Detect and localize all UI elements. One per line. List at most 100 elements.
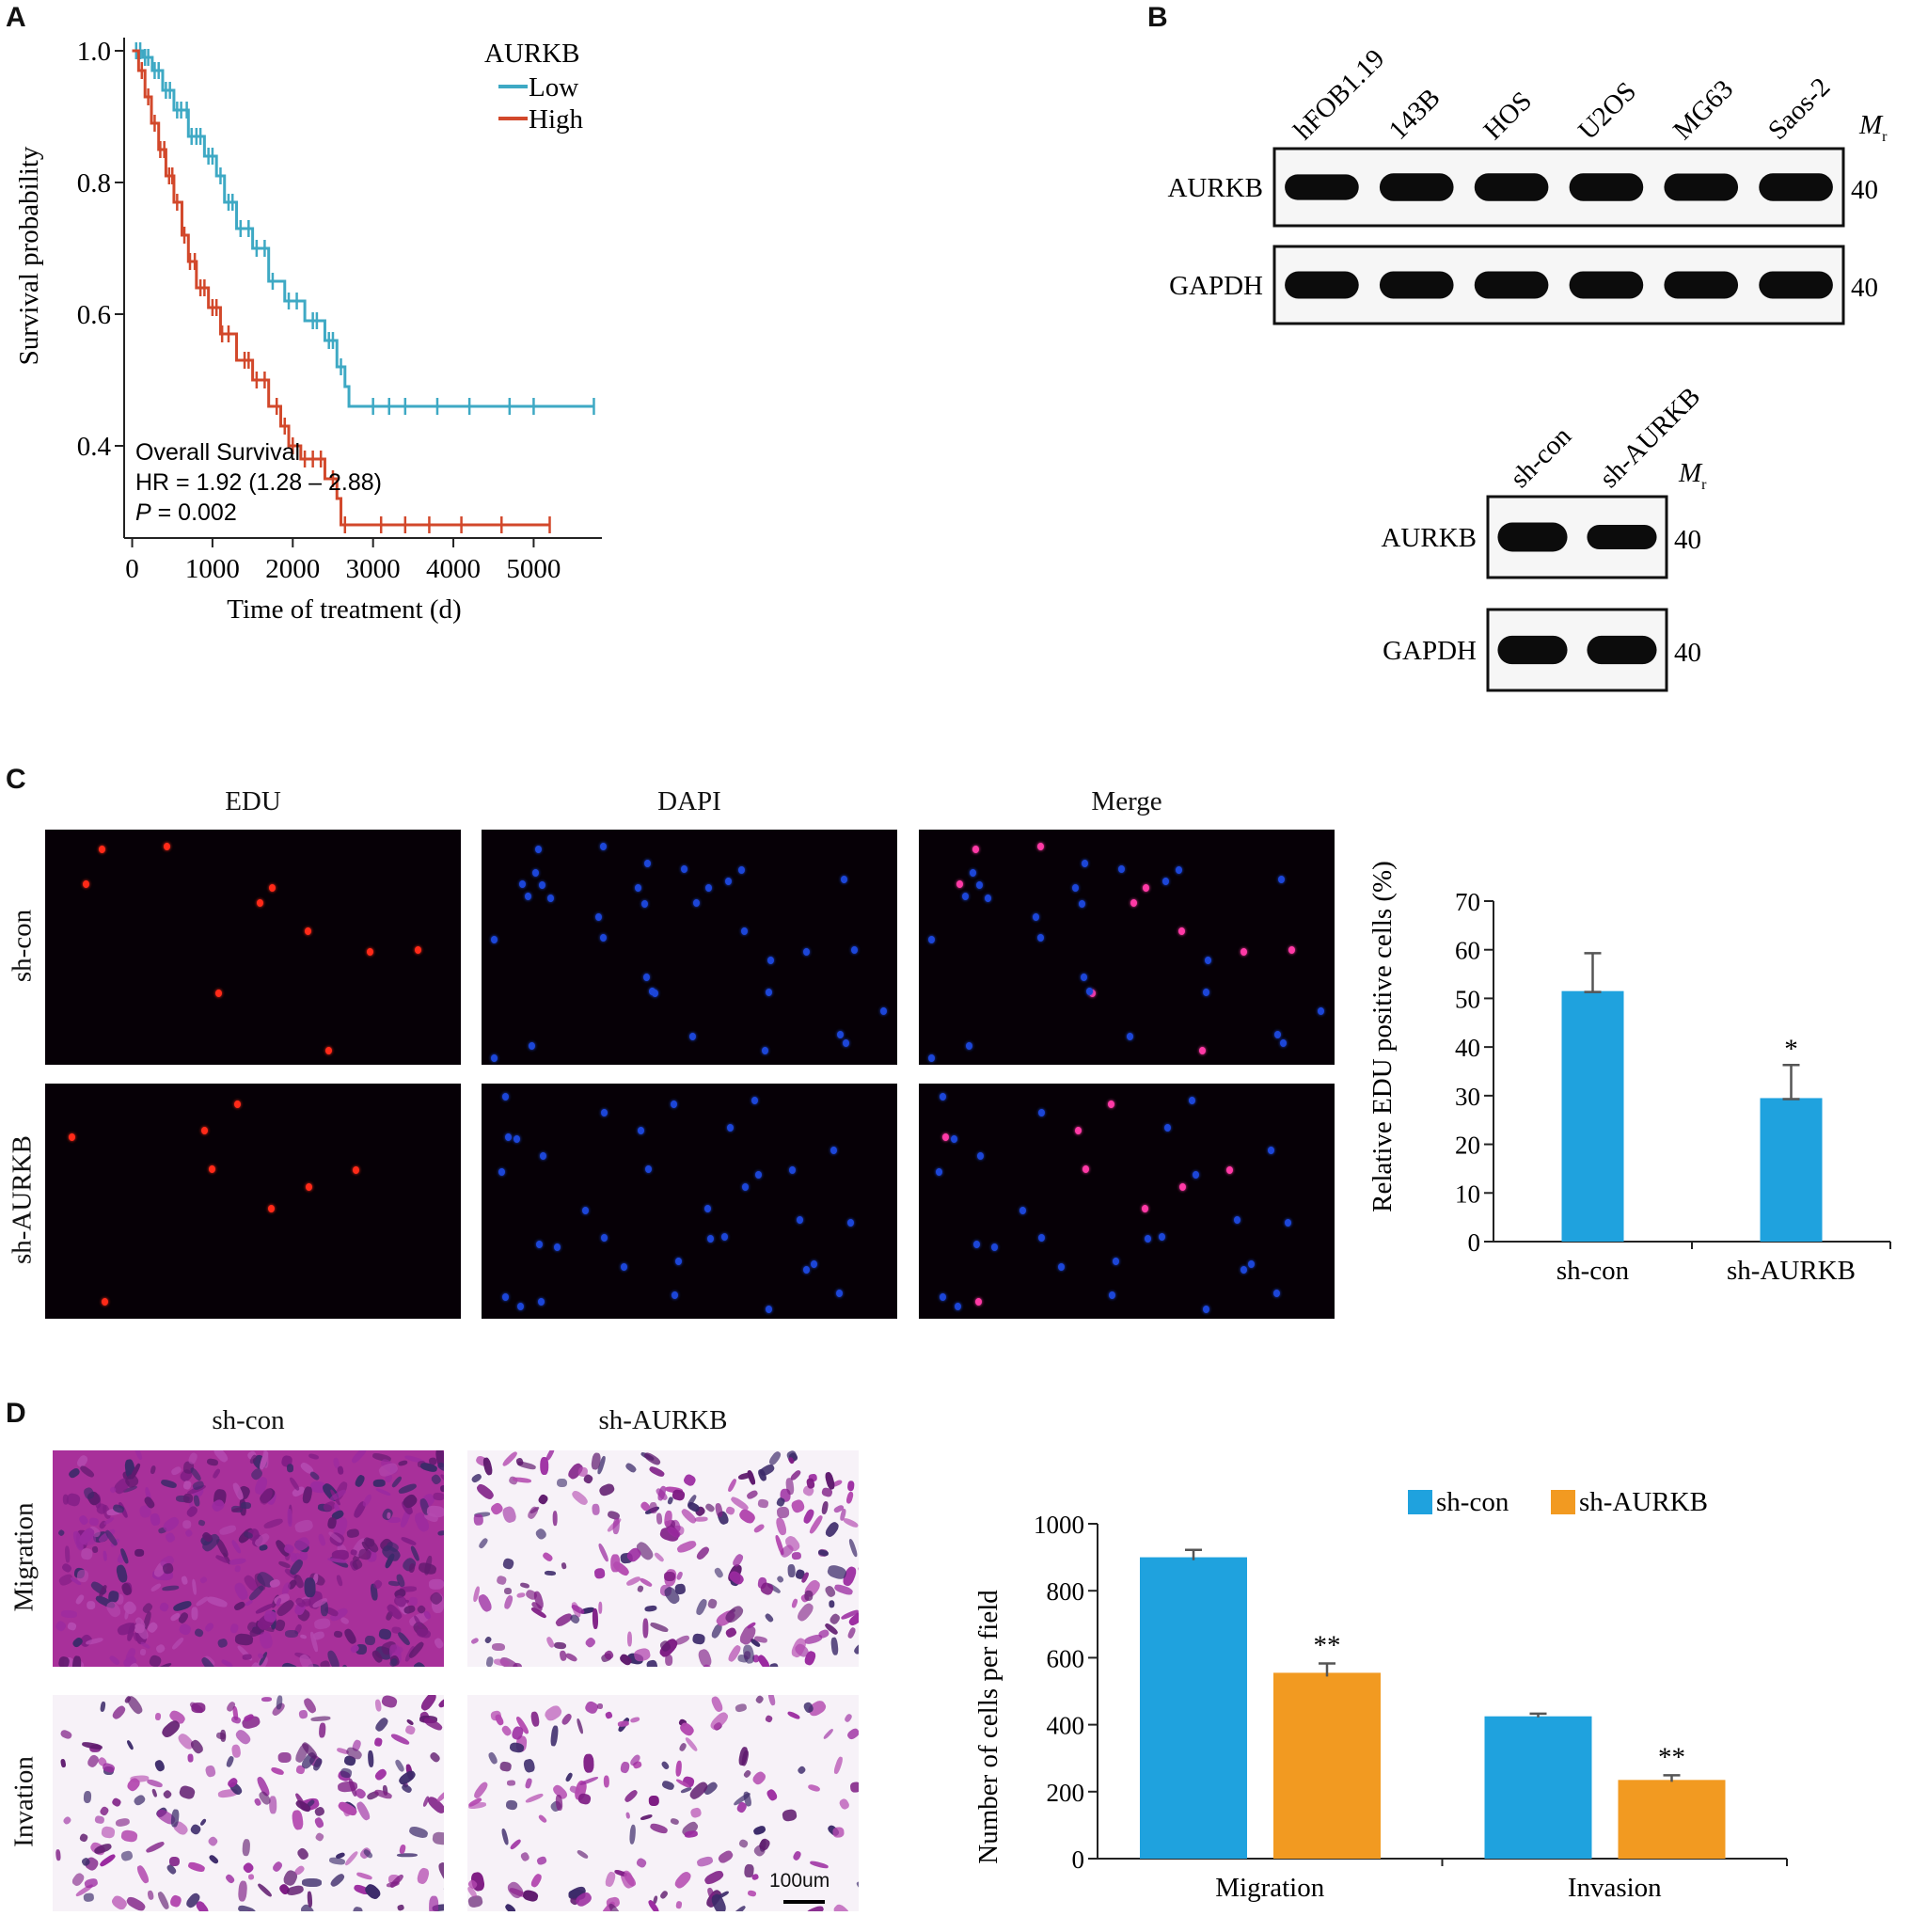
stained-cell — [674, 1759, 683, 1777]
stained-cell — [150, 1787, 158, 1797]
blot-band — [1285, 271, 1359, 299]
stained-cell — [845, 1480, 855, 1492]
stained-cell — [66, 1621, 77, 1631]
stained-cell — [703, 1868, 725, 1887]
stained-cell — [519, 1581, 529, 1590]
stained-cell — [87, 1601, 96, 1610]
x-tick-label: 0 — [125, 554, 139, 584]
cell-nucleus — [1037, 843, 1045, 851]
stained-cell — [542, 1551, 555, 1563]
stained-cell — [766, 1787, 779, 1802]
stained-cell — [364, 1635, 375, 1646]
x-tick-label: 2000 — [265, 554, 320, 584]
y-tick-label: 1000 — [1034, 1511, 1084, 1539]
stained-cell — [525, 1777, 533, 1789]
cell-nucleus — [1272, 1289, 1280, 1297]
stained-cell — [696, 1856, 715, 1869]
cell-nucleus — [1162, 877, 1170, 885]
lane-label: sh-con — [1505, 420, 1578, 494]
stained-cell — [67, 1466, 81, 1480]
stained-cell — [88, 1517, 99, 1527]
stained-cell — [642, 1618, 649, 1639]
cell-nucleus — [1240, 948, 1247, 957]
stained-cell — [678, 1741, 688, 1752]
stained-cell — [795, 1600, 816, 1623]
stained-cell — [308, 1452, 320, 1461]
cell-nucleus — [524, 893, 531, 901]
stained-cell — [664, 1654, 672, 1666]
cell-nucleus — [830, 1147, 837, 1155]
stained-cell — [487, 1751, 499, 1766]
cell-nucleus — [802, 948, 810, 957]
cell-nucleus — [935, 1168, 942, 1177]
x-tick-label: 4000 — [426, 554, 481, 584]
stained-cell — [313, 1617, 332, 1630]
stained-cell — [821, 1500, 830, 1515]
cell-nucleus — [501, 1093, 509, 1101]
cell-nucleus — [1038, 1234, 1046, 1243]
stained-cell — [810, 1860, 830, 1870]
stained-cell — [654, 1551, 666, 1562]
cell-nucleus — [83, 879, 90, 888]
stained-cell — [791, 1598, 799, 1609]
stained-cell — [509, 1838, 523, 1851]
cell-nucleus — [1178, 1182, 1186, 1191]
stained-cell — [570, 1488, 591, 1507]
stained-cell — [160, 1478, 178, 1489]
cell-nucleus — [208, 1165, 215, 1174]
stained-cell — [354, 1474, 367, 1489]
stained-cell — [478, 1537, 490, 1550]
cell-nucleus — [850, 946, 858, 955]
mr-label: Mr — [1678, 458, 1707, 493]
stained-cell — [584, 1636, 597, 1649]
stained-cell — [561, 1561, 567, 1570]
protein-label: GAPDH — [1383, 636, 1477, 666]
stained-cell — [73, 1592, 86, 1606]
cell-nucleus — [1145, 1235, 1152, 1243]
stained-cell — [737, 1838, 750, 1850]
x-tick-label: 3000 — [346, 554, 401, 584]
stained-cell — [65, 1492, 82, 1508]
y-tick-label: 600 — [1047, 1644, 1085, 1672]
blot-band — [1285, 174, 1359, 200]
stained-cell — [133, 1450, 144, 1462]
stained-cell — [187, 1752, 194, 1763]
stained-cell — [767, 1695, 777, 1707]
survival-curves — [132, 42, 595, 533]
stained-cell — [65, 1544, 71, 1562]
cell-nucleus — [693, 898, 701, 907]
bar-invasion-sh-aurkb — [1618, 1780, 1726, 1859]
stained-cell — [629, 1716, 640, 1723]
stained-cell — [656, 1512, 663, 1525]
micrograph-merge-sh-con — [919, 830, 1335, 1065]
column-label-merge: Merge — [1091, 786, 1162, 816]
cell-nucleus — [670, 1100, 677, 1108]
stained-cell — [663, 1571, 676, 1581]
stained-cell — [437, 1695, 444, 1710]
stained-cell — [832, 1827, 845, 1838]
stained-cell — [356, 1871, 373, 1880]
cell-nucleus — [1203, 1305, 1210, 1313]
row-label-sh-aurkb: sh-AURKB — [7, 1135, 38, 1264]
stained-cell — [373, 1716, 390, 1734]
y-tick-label: 0 — [1072, 1845, 1085, 1874]
stained-cell — [505, 1799, 518, 1812]
micrograph-dapi-sh-aurkb — [482, 1084, 897, 1319]
stained-cell — [91, 1545, 99, 1554]
stained-cell — [675, 1571, 685, 1581]
stained-cell — [516, 1460, 537, 1470]
stained-cell — [675, 1539, 698, 1555]
stained-cell — [644, 1604, 657, 1612]
cell-nucleus — [491, 935, 498, 943]
cell-nucleus — [1240, 1265, 1248, 1274]
stained-cell — [60, 1609, 78, 1618]
stained-cell — [473, 1512, 483, 1526]
stained-cell — [604, 1711, 613, 1720]
stained-cell — [374, 1487, 391, 1497]
cell-nucleus — [972, 845, 979, 853]
cell-nucleus — [414, 946, 421, 955]
stained-cell — [807, 1782, 821, 1793]
stained-cell — [751, 1769, 767, 1787]
stained-cell — [746, 1489, 760, 1501]
